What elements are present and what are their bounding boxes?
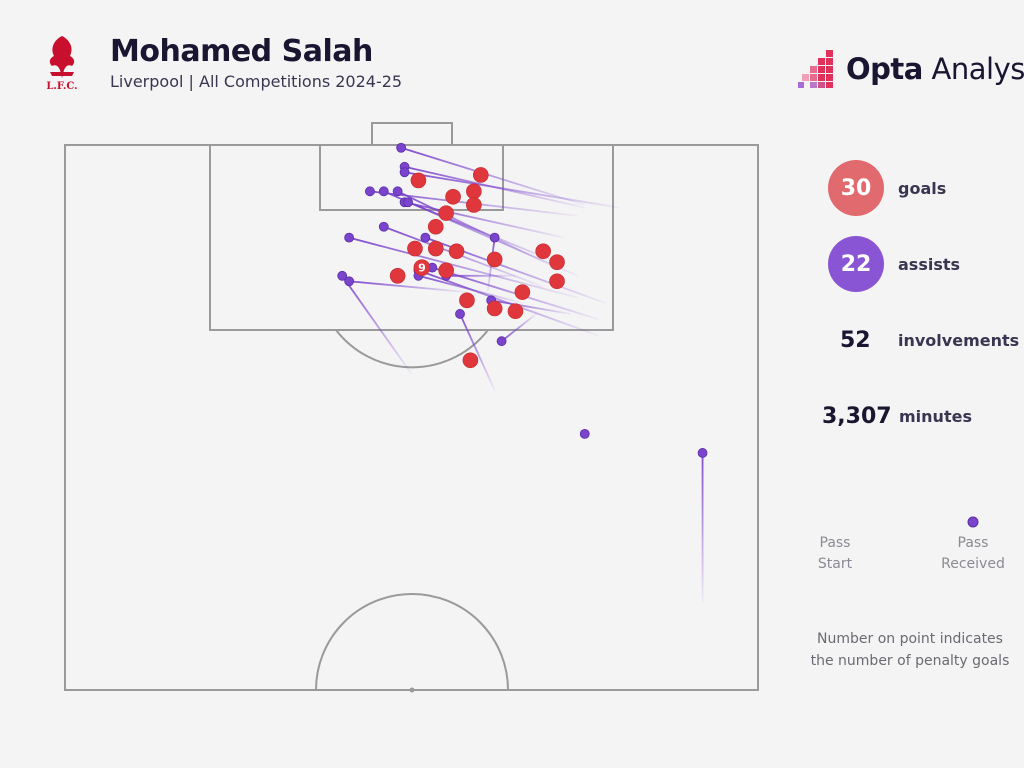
opta-analyst-logo	[798, 50, 833, 88]
goal-dot	[389, 267, 406, 284]
goal-dot	[438, 205, 454, 221]
assist-received-dot	[378, 221, 389, 232]
goals-badge: 30	[828, 160, 884, 216]
pitch-markings	[64, 122, 759, 691]
goal-dot	[549, 273, 565, 290]
goal-dot	[514, 284, 531, 300]
goal-dot	[486, 251, 503, 268]
goal-frame	[371, 122, 453, 146]
assist-received-dot	[344, 276, 355, 287]
assist-received-dot	[697, 448, 708, 458]
season-subtitle: Liverpool | All Competitions 2024-25	[110, 72, 403, 91]
assist-pass-line	[397, 190, 551, 266]
assist-received-dot	[365, 186, 375, 197]
pitch-outline	[64, 144, 759, 691]
goal-dot	[549, 254, 565, 270]
assist-received-dot	[396, 142, 407, 153]
penalty-count-label: 9	[418, 262, 426, 275]
goals-label: goals	[898, 179, 947, 198]
assist-received-dot	[392, 186, 403, 197]
assist-pass-line	[400, 146, 586, 206]
assist-pass-line	[491, 299, 572, 315]
assists-label: assists	[898, 255, 961, 274]
assist-received-dot	[378, 186, 389, 197]
goal-dot	[472, 167, 489, 183]
goal-dot	[413, 259, 431, 276]
goal-dot	[459, 292, 475, 309]
goal-dot	[410, 172, 427, 189]
assist-pass-line	[348, 236, 579, 299]
assist-received-dot	[496, 336, 507, 347]
assist-pass-line	[418, 274, 523, 304]
assist-pass-line	[404, 171, 620, 209]
goal-dot	[466, 197, 482, 213]
assist-pass-line	[341, 275, 413, 375]
minutes-label: minutes	[899, 407, 972, 426]
legend-received-dot	[967, 516, 979, 528]
goal-dots: 9	[389, 167, 565, 369]
assist-pass-line	[349, 280, 468, 294]
brand-name: Opta Analyst	[846, 52, 1024, 86]
penalty-arc	[335, 329, 489, 369]
legend-pass-start: Pass Start	[817, 535, 853, 572]
assist-received-dot	[399, 167, 410, 178]
center-circle	[315, 593, 509, 691]
center-spot	[409, 687, 415, 693]
penalty-footnote: Number on point indicates the number of …	[810, 631, 1010, 669]
svg-text:L.F.C.: L.F.C.	[46, 81, 77, 92]
goal-dot	[427, 240, 444, 257]
assist-received-dot	[344, 232, 355, 243]
goal-dot	[407, 240, 423, 257]
lfc-crest-logo: L.F.C.	[40, 32, 84, 92]
goal-dot	[486, 300, 503, 317]
involvements-value: 52	[840, 328, 871, 353]
assists-badge: 22	[828, 236, 884, 292]
pass-legend: Pass Start Pass Received	[810, 505, 1020, 585]
legend-pass-received: Pass Received	[941, 535, 1005, 572]
goal-dot	[466, 183, 482, 200]
goal-dot	[445, 188, 461, 205]
goal-dot	[462, 352, 479, 369]
assist-pass-line	[501, 313, 537, 342]
goal-dot	[507, 303, 524, 320]
goal-dot	[535, 243, 551, 260]
assist-lines	[341, 146, 704, 603]
assist-pass-line	[459, 313, 496, 391]
assist-received-dot	[337, 270, 348, 281]
goal-dot	[448, 243, 465, 260]
player-name: Mohamed Salah	[110, 34, 373, 69]
minutes-value: 3,307	[822, 404, 892, 429]
goal-dot	[427, 218, 444, 235]
assist-received-dot	[420, 232, 431, 243]
assist-received-dot	[489, 232, 500, 243]
assist-dots	[337, 142, 708, 458]
assist-received-dot	[579, 428, 590, 439]
assist-received-dot	[403, 197, 413, 208]
goal-dot	[438, 262, 454, 279]
assist-received-dot	[455, 309, 465, 319]
involvements-label: involvements	[898, 331, 1020, 350]
assist-pass-line	[383, 225, 544, 288]
